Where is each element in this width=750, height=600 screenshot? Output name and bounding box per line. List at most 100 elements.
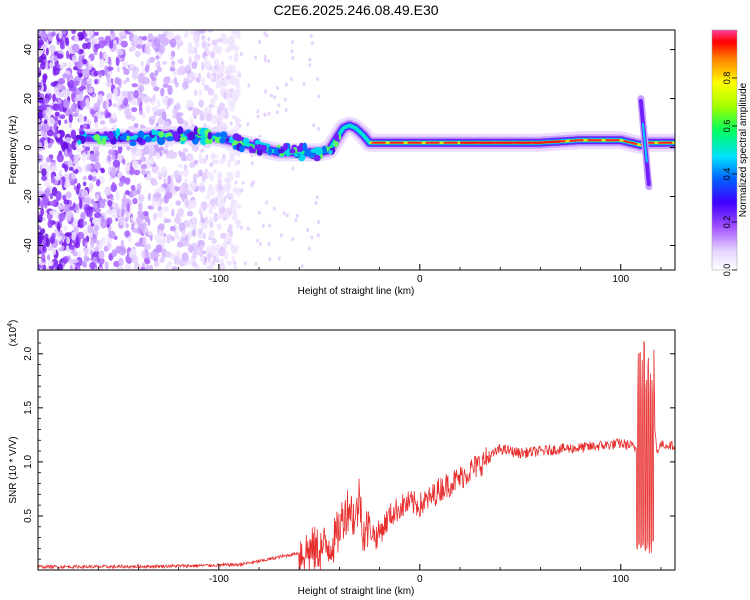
colorbar-tick-label: 0.8 bbox=[722, 72, 732, 85]
spectrogram-noise-blob bbox=[138, 194, 145, 203]
spectrogram-noise-blob bbox=[173, 35, 182, 41]
spectrogram-noise-blob bbox=[89, 232, 93, 239]
spectrogram-noise-blob bbox=[76, 250, 82, 257]
spectrogram-noise-blob bbox=[199, 157, 205, 164]
spectrogram-noise-blob bbox=[106, 240, 112, 251]
spectrogram-noise-dot bbox=[229, 121, 233, 126]
spectrogram-noise-blob bbox=[220, 232, 227, 239]
snr-multiplier: (x104) bbox=[7, 320, 19, 347]
spectrogram-noise-blob bbox=[231, 201, 237, 208]
spectrogram-noise-blob bbox=[40, 125, 45, 131]
ridge-blob bbox=[277, 148, 285, 154]
spectrogram-noise-blob bbox=[160, 166, 168, 176]
spectrogram-x-label: Height of straight line (km) bbox=[298, 286, 415, 297]
spectrogram-noise-blob bbox=[38, 97, 43, 104]
spectrogram-noise-dot bbox=[258, 134, 262, 139]
spectrogram-noise-blob bbox=[131, 160, 139, 169]
spectrogram-noise-blob bbox=[53, 123, 57, 131]
spectrogram-noise-blob bbox=[220, 264, 226, 270]
spectrogram-noise-blob bbox=[122, 158, 126, 165]
spectrogram-noise-blob bbox=[127, 94, 132, 103]
spectrogram-noise-blob bbox=[145, 251, 150, 259]
spectrogram-noise-blob bbox=[197, 240, 205, 245]
spectrogram-noise-blob bbox=[151, 76, 157, 82]
spectrogram-noise-blob bbox=[55, 190, 62, 201]
spectrogram-noise-blob bbox=[232, 206, 237, 216]
spectrogram-noise-blob bbox=[166, 238, 171, 244]
spectrogram-noise-dot bbox=[291, 56, 295, 60]
spectrogram-noise-blob bbox=[46, 254, 51, 261]
spectrogram-noise-blob bbox=[106, 217, 113, 225]
spectrogram-noise-blob bbox=[51, 165, 58, 172]
spectrogram-noise-blob bbox=[111, 167, 117, 176]
spectrogram-noise-dot bbox=[289, 77, 293, 82]
spectrogram-noise-blob bbox=[69, 166, 74, 171]
spectrogram-noise-blob bbox=[217, 171, 223, 180]
spectrogram-noise-blob bbox=[132, 197, 138, 205]
spectrogram-noise-blob bbox=[209, 262, 214, 270]
snr-plot-area bbox=[38, 340, 675, 570]
spectrogram-noise-blob bbox=[185, 64, 190, 71]
spectrogram-noise-blob bbox=[51, 31, 56, 37]
spectrogram-noise-blob bbox=[193, 222, 197, 231]
spectrogram-noise-blob bbox=[197, 109, 201, 115]
spectrogram-noise-blob bbox=[163, 218, 172, 223]
spectrogram-noise-blob bbox=[71, 30, 76, 35]
spectrogram-noise-blob bbox=[106, 66, 114, 71]
spectrogram-noise-blob bbox=[86, 84, 90, 91]
spectrogram-noise-blob bbox=[131, 223, 135, 231]
spectrogram-noise-dot bbox=[272, 206, 276, 211]
spectrogram-noise-blob bbox=[79, 99, 86, 108]
spectrogram-noise-blob bbox=[162, 83, 169, 88]
spectrogram-noise-blob bbox=[191, 229, 197, 237]
spectrogram-noise-blob bbox=[100, 111, 105, 116]
spectrogram-noise-blob bbox=[38, 197, 41, 207]
spectrogram-noise-blob bbox=[114, 95, 119, 101]
spectrogram-noise-blob bbox=[105, 99, 110, 109]
spectrogram-noise-blob bbox=[142, 236, 147, 246]
spectrogram-noise-dot bbox=[264, 89, 268, 94]
spectrogram-noise-dot bbox=[269, 93, 273, 98]
spectrogram-noise-blob bbox=[210, 50, 216, 59]
spectrogram-noise-blob bbox=[154, 192, 162, 198]
spectrogram-noise-blob bbox=[93, 224, 100, 232]
spectrogram-noise-dot bbox=[317, 126, 320, 131]
spectrogram-noise-blob bbox=[216, 109, 222, 115]
spectrogram-noise-blob bbox=[189, 199, 197, 208]
spectrogram-noise-blob bbox=[38, 39, 44, 46]
spectrogram-noise-blob bbox=[234, 170, 241, 179]
ridge-blob bbox=[85, 136, 93, 142]
spectrogram-x-tick-label: -100 bbox=[209, 274, 229, 285]
spectrogram-noise-blob bbox=[71, 258, 79, 264]
spectrogram-noise-blob bbox=[179, 170, 185, 176]
spectrogram-noise-blob bbox=[111, 154, 116, 161]
ridge-blob bbox=[267, 146, 272, 156]
spectrogram-noise-blob bbox=[108, 149, 116, 156]
colorbar-tick-label: 0.0 bbox=[722, 264, 732, 277]
spectrogram-noise-blob bbox=[223, 177, 230, 183]
spectrogram-noise-blob bbox=[94, 31, 99, 36]
spectrogram-noise-blob bbox=[152, 198, 156, 209]
spectrogram-noise-dot bbox=[310, 41, 314, 46]
spectrogram-noise-blob bbox=[53, 51, 59, 56]
spectrogram-noise-blob bbox=[50, 81, 58, 87]
spectrogram-noise-blob bbox=[194, 89, 198, 96]
spectrogram-noise-blob bbox=[141, 224, 145, 232]
spectrogram-noise-dot bbox=[237, 160, 241, 165]
ridge-blob bbox=[220, 131, 228, 138]
spectrogram-noise-blob bbox=[84, 33, 88, 38]
spectrogram-noise-blob bbox=[187, 242, 191, 248]
spectrogram-noise-dot bbox=[256, 109, 260, 114]
spectrogram-noise-blob bbox=[207, 36, 211, 42]
spectrogram-noise-blob bbox=[218, 246, 226, 257]
spectrogram-noise-blob bbox=[81, 80, 86, 88]
spectrogram-noise-blob bbox=[226, 260, 234, 266]
spectrogram-noise-blob bbox=[115, 56, 120, 67]
spectrogram-noise-blob bbox=[155, 55, 160, 60]
spectrogram-noise-blob bbox=[116, 48, 124, 56]
spectrogram-noise-blob bbox=[209, 230, 214, 238]
spectrogram-noise-blob bbox=[96, 179, 101, 187]
spectrogram-noise-blob bbox=[224, 107, 228, 114]
spectrogram-noise-blob bbox=[203, 84, 210, 92]
spectrogram-noise-blob bbox=[83, 254, 88, 264]
